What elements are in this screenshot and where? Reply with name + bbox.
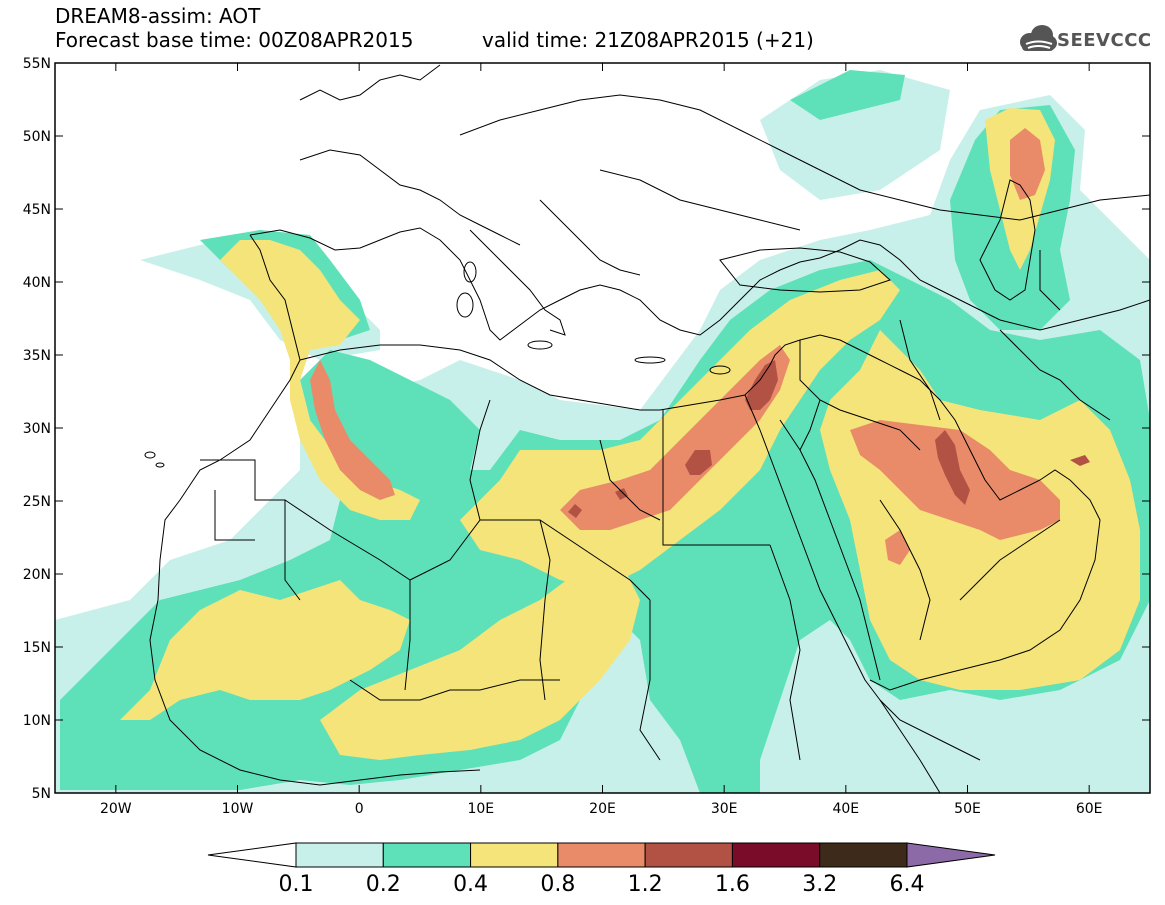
lon-label: 20E [589, 801, 616, 817]
lat-label: 40N [23, 275, 51, 291]
lon-label: 10W [222, 801, 254, 817]
lon-label: 0 [355, 801, 364, 817]
colorbar-segment [819, 842, 908, 868]
colorbar-label: 0.1 [278, 872, 314, 897]
contour-1.2-gulf [935, 430, 970, 505]
contour-0.8-arabia-2 [885, 530, 910, 565]
contour-0.8-caspian [1010, 128, 1045, 200]
lat-label: 25N [23, 494, 51, 510]
lon-label: 30E [711, 801, 738, 817]
map-title: DREAM8-assim: AOT [55, 4, 261, 28]
contour-1.2-libya-2 [615, 488, 628, 500]
contour-1.2-libya [568, 504, 582, 518]
coastlines [144, 64, 1150, 793]
lat-label: 20N [23, 567, 51, 583]
colorbar-label: 6.4 [889, 872, 925, 897]
colorbar-segment [382, 842, 472, 868]
lat-label: 30N [23, 421, 51, 437]
lon-label: 10E [467, 801, 494, 817]
contour-1.2-levant [745, 360, 778, 410]
colorbar-label: 1.6 [714, 872, 750, 897]
lat-label: 15N [23, 640, 51, 656]
colorbar-label: 0.4 [453, 872, 489, 897]
contour-0.2-north [790, 70, 905, 120]
colorbar-segment [557, 842, 646, 868]
base-time: Forecast base time: 00Z08APR2015 [55, 28, 414, 52]
contour-0.4-morocco [220, 240, 420, 520]
lat-label: 35N [23, 348, 51, 364]
colorbar [207, 842, 996, 868]
colorbar-label: 3.2 [802, 872, 838, 897]
lat-label: 50N [23, 129, 51, 145]
logo-text: SEEVCCC [1057, 30, 1152, 51]
contour-0.8-libya [560, 345, 790, 530]
lat-label: 45N [23, 202, 51, 218]
lat-label: 5N [32, 786, 51, 802]
cloud-icon [1020, 25, 1057, 51]
colorbar-segment [295, 842, 384, 868]
lon-axis: 20W 10W 0 10E 20E 30E 40E 50E 60E [100, 63, 1103, 817]
lon-label: 20W [100, 801, 132, 817]
colorbar-segment [731, 842, 821, 868]
contour-0.4 [120, 580, 410, 720]
lon-label: 50E [954, 801, 981, 817]
lon-label: 40E [832, 801, 859, 817]
colorbar-label: 0.2 [365, 872, 401, 897]
colorbar-over [906, 842, 996, 868]
lon-label: 60E [1076, 801, 1103, 817]
colorbar-segment [644, 842, 733, 868]
contour-0.4-sahel [320, 560, 640, 760]
lat-axis: 55N 50N 45N 40N 35N 30N 25N 20N 15N 10N 5N [23, 56, 1150, 802]
lat-label: 10N [23, 713, 51, 729]
contour-1.2-ksa [1070, 455, 1090, 466]
contour-1.2-egypt [685, 450, 712, 475]
lat-label: 55N [23, 56, 51, 72]
contour-0.8-morocco [310, 360, 395, 500]
colorbar-under [207, 842, 297, 868]
colorbar-segment [470, 842, 559, 868]
valid-time: valid time: 21Z08APR2015 (+21) [482, 28, 814, 52]
aot-contours [55, 63, 1150, 793]
colorbar-label: 0.8 [540, 872, 576, 897]
colorbar-label: 1.2 [627, 872, 663, 897]
